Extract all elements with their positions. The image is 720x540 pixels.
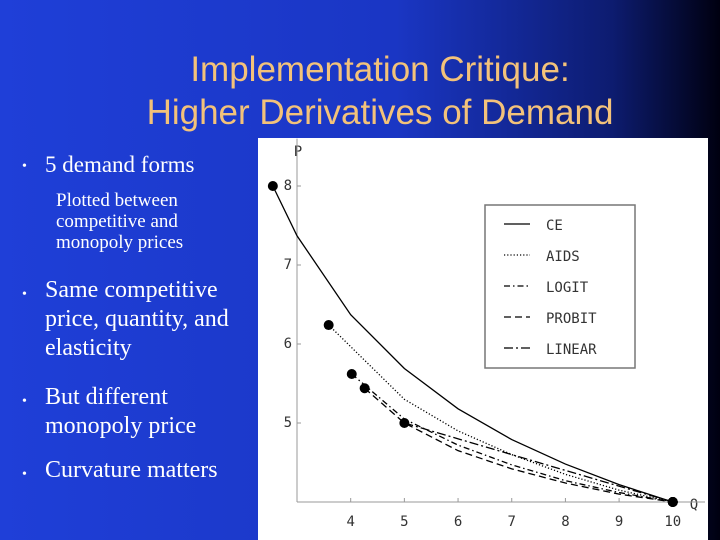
bullet: • Curvature matters: [22, 456, 254, 485]
bullet: • But different monopoly price: [22, 383, 254, 441]
y-tick-label: 6: [284, 336, 292, 352]
bullet-text: 5 demand forms: [45, 152, 195, 177]
legend-label: LOGIT: [546, 280, 589, 296]
bullet-text: But different monopoly price: [45, 384, 197, 439]
bullet: • 5 demand forms: [22, 150, 254, 179]
series-line: [328, 324, 673, 503]
plot-background: [258, 138, 708, 540]
endpoint-marker: [346, 369, 357, 380]
series-line: [272, 185, 673, 503]
sub-bullet: Plotted between competitive and monopoly…: [56, 190, 184, 253]
endpoint-marker: [399, 418, 410, 428]
y-axis-label: P: [294, 144, 302, 160]
endpoint-marker: [359, 383, 370, 394]
x-tick-label: 8: [561, 514, 569, 530]
title: Implementation Critique: Higher Derivativ…: [40, 48, 720, 134]
bullet-text: Same competitive price, quantity, and el…: [45, 277, 229, 361]
x-tick-label: 6: [454, 514, 462, 530]
bullet-text: Curvature matters: [45, 457, 218, 483]
x-axis-label: Q: [690, 497, 698, 513]
y-tick-label: 8: [284, 178, 292, 194]
series-line: [364, 387, 673, 503]
legend-label: PROBIT: [546, 311, 597, 327]
x-tick-label: 7: [508, 514, 516, 530]
legend-label: LINEAR: [546, 342, 597, 358]
x-tick-label: 4: [346, 514, 354, 530]
endpoint-marker: [323, 320, 334, 331]
legend-label: CE: [546, 218, 563, 234]
series-line: [404, 422, 673, 503]
title-line: Implementation Critique:: [190, 50, 570, 89]
x-tick-label: 5: [400, 514, 408, 530]
endpoint-marker: [667, 497, 678, 507]
x-tick-label: 9: [615, 514, 623, 530]
legend-box: [484, 204, 636, 369]
x-tick-label: 10: [664, 514, 681, 530]
legend-label: AIDS: [546, 249, 580, 265]
title-line: Higher Derivatives of Demand: [146, 93, 614, 132]
y-tick-label: 5: [284, 415, 292, 431]
bullet: • Same competitive price, quantity, and e…: [22, 276, 254, 363]
y-tick-label: 7: [284, 257, 292, 273]
endpoint-marker: [267, 181, 278, 191]
